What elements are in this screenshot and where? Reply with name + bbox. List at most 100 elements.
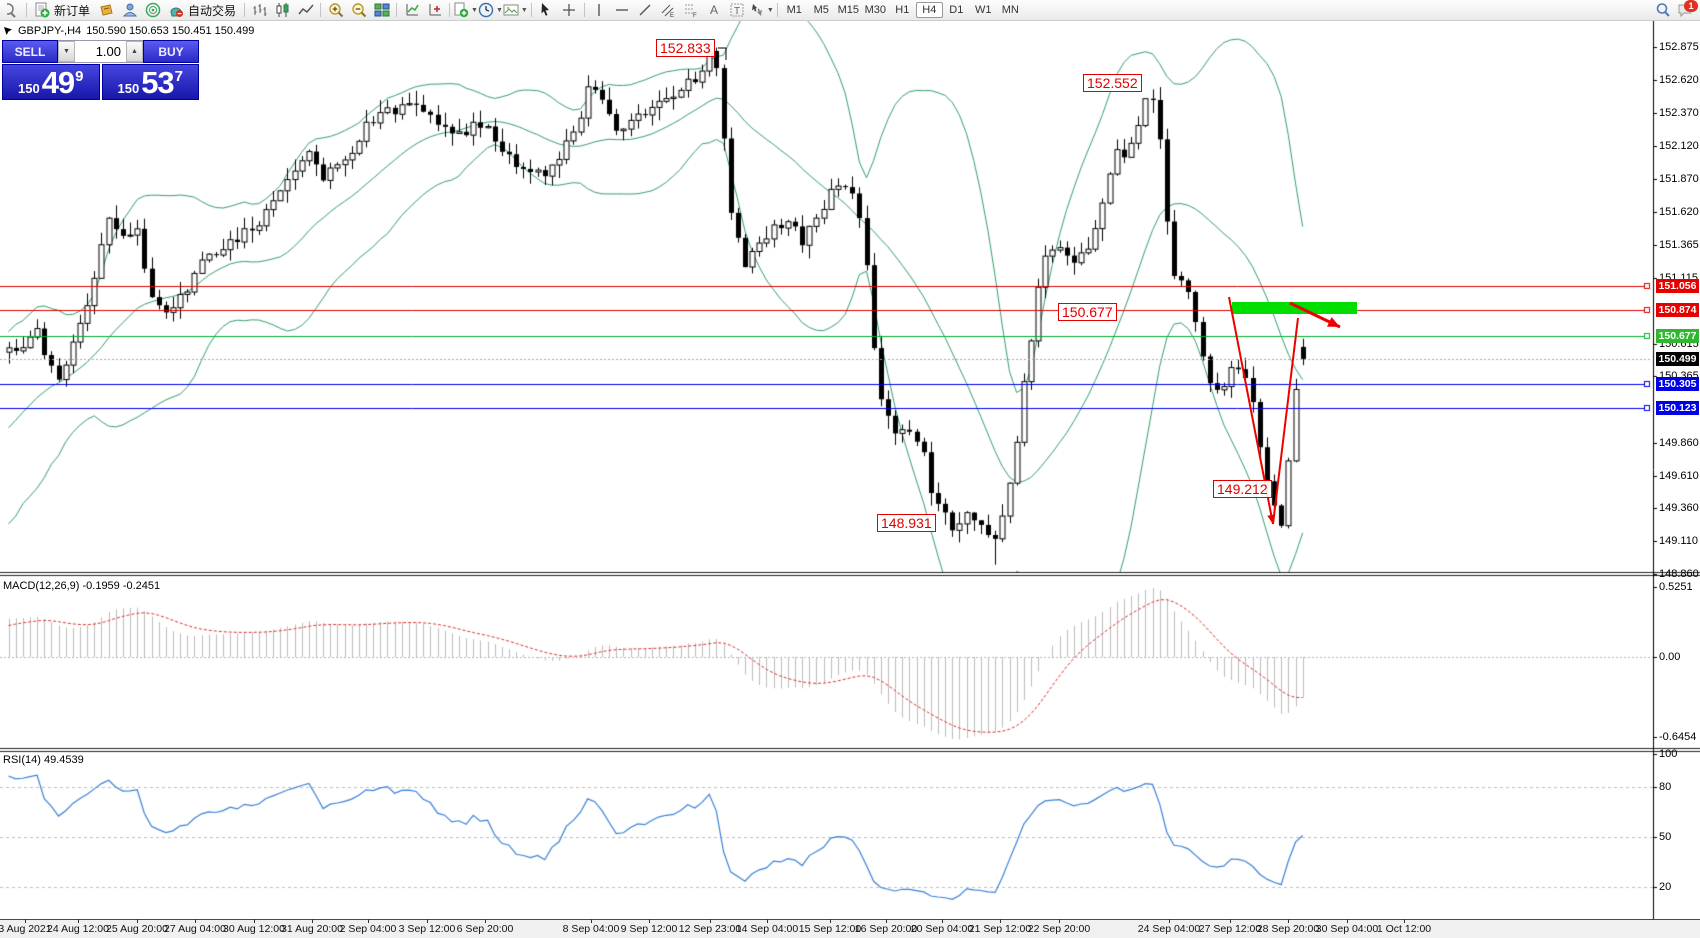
timeframe-button-h4[interactable]: H4 [915,2,943,18]
periods-clock-icon[interactable]: ▼ [478,1,503,19]
time-axis-label: 1 Oct 12:00 [1376,923,1432,935]
template-snapshot-icon[interactable]: ▼ [503,1,528,19]
notification-badge: 1 [1684,0,1698,12]
text-label-icon[interactable]: T [726,1,749,19]
quotes-icon[interactable] [95,1,118,19]
level-price-tag: 150.874 [1656,302,1699,317]
rsi-axis-tick: 50 [1659,831,1672,843]
volume-up-button[interactable]: ▲ [126,41,143,62]
fibonacci-icon[interactable]: F [680,1,703,19]
sell-price-big: 49 [41,65,75,100]
time-axis-label: 12 Sep 23:00 [678,923,742,935]
timeframe-button-w1[interactable]: W1 [975,4,992,16]
tile-windows-icon[interactable] [370,1,393,19]
time-axis-label: 14 Sep 04:00 [735,923,799,935]
toolbar-separator [26,3,27,17]
level-price-tag: 151.056 [1656,278,1699,293]
svg-text:T: T [734,6,740,17]
cursor-icon[interactable] [535,1,558,19]
price-axis-tick: 152.370 [1659,107,1699,120]
horizontal-line-icon[interactable] [611,1,634,19]
timeframe-button-h1[interactable]: H1 [895,4,910,16]
time-axis-label: 28 Sep 20:00 [1256,923,1320,935]
chat-icon[interactable]: 1 [1674,0,1698,19]
timeframe-button-m15[interactable]: M15 [837,4,859,16]
time-axis-label: 24 Sep 04:00 [1137,923,1201,935]
time-axis-tickmark [1404,919,1405,923]
buy-price-button[interactable]: 150 53 7 [101,64,199,100]
autotrading-icon[interactable] [164,1,187,19]
search-icon[interactable] [1651,1,1674,19]
level-price-tag: 150.677 [1656,328,1699,343]
annotation-price-label[interactable]: 150.677 [1058,303,1117,321]
annotation-price-label[interactable]: 148.931 [877,514,936,532]
time-axis[interactable] [0,919,1700,938]
vertical-line-icon[interactable] [588,1,611,19]
sell-price-prefix: 150 [17,81,40,96]
bar-chart-icon[interactable] [248,1,271,19]
time-axis-tickmark [1347,919,1348,923]
time-axis-label: 6 Sep 20:00 [456,923,514,935]
sell-price-pip: 9 [75,68,84,85]
timeframe-button-d1[interactable]: D1 [949,4,964,16]
zoom-in-icon[interactable] [324,1,347,19]
time-axis-label: 2 Sep 04:00 [339,923,397,935]
clipped-search-icon[interactable] [0,1,23,19]
indicator-add-icon[interactable] [423,1,446,19]
arrows-icon[interactable]: ▼ [749,1,774,19]
trendline-icon[interactable] [634,1,657,19]
svg-text:E: E [670,13,674,18]
rsi-label: RSI(14) 49.4539 [3,754,84,766]
price-axis-tick: 148.860 [1659,568,1699,580]
indicator-list-icon[interactable] [400,1,423,19]
timeframe-button-mn[interactable]: MN [1001,4,1019,16]
time-axis-tickmark [1288,919,1289,923]
time-axis-label: 27 Aug 04:00 [164,923,226,935]
dropdown-caret-icon: ▼ [766,6,774,14]
timeframe-button-m5[interactable]: M5 [813,4,829,16]
time-axis-label: 25 Aug 20:00 [106,923,168,935]
one-click-trade-panel: SELL ▼ 1.00 ▲ BUY 150 49 9 150 53 7 [2,40,199,100]
price-axis-tick: 149.360 [1659,502,1699,515]
time-axis-tickmark [649,919,650,923]
volume-stepper: ▼ 1.00 ▲ [58,40,143,63]
sell-button[interactable]: SELL [2,40,58,63]
price-axis-tick: 151.620 [1659,205,1699,218]
volume-value[interactable]: 1.00 [95,44,121,59]
toolbar-separator [396,3,398,17]
volume-down-button[interactable]: ▼ [58,41,75,62]
annotation-price-label[interactable]: 149.212 [1213,480,1272,498]
toolbar-label: 新订单 [54,3,91,18]
crosshair-icon[interactable] [558,1,581,19]
sell-price-button[interactable]: 150 49 9 [2,64,100,100]
timeframe-button-m1[interactable]: M1 [786,4,802,16]
toolbar-separator [449,3,451,17]
text-icon[interactable]: A [703,1,726,19]
svg-text:F: F [693,13,697,18]
time-axis-tickmark [1169,919,1170,923]
channel-icon[interactable]: E [657,1,680,19]
timeframe-button-m30[interactable]: M30 [864,4,886,16]
line-chart-icon[interactable] [294,1,317,19]
time-axis-tickmark [886,919,887,923]
buy-button[interactable]: BUY [143,40,199,63]
dropdown-caret-icon: ▼ [520,6,528,14]
zoom-out-icon[interactable] [347,1,370,19]
toolbar-separator [530,3,532,17]
time-axis-tickmark [25,919,26,923]
rsi-axis-tick: 20 [1659,881,1672,893]
profile-icon[interactable] [118,1,141,19]
toolbar-separator [583,3,585,17]
time-axis-label: 9 Sep 12:00 [620,923,678,935]
annotation-price-label[interactable]: 152.833 [656,39,715,57]
toolbar-label: 自动交易 [188,3,237,18]
signal-icon[interactable] [141,1,164,19]
time-axis-tickmark [942,919,943,923]
price-axis-tick: 152.620 [1659,74,1699,87]
annotation-price-label[interactable]: 152.552 [1083,74,1142,92]
new-indicator-icon[interactable]: ▼ [453,1,478,19]
time-axis-label: 30 Sep 04:00 [1315,923,1379,935]
candlestick-chart-icon[interactable] [271,1,294,19]
new-order-icon[interactable] [30,1,53,19]
